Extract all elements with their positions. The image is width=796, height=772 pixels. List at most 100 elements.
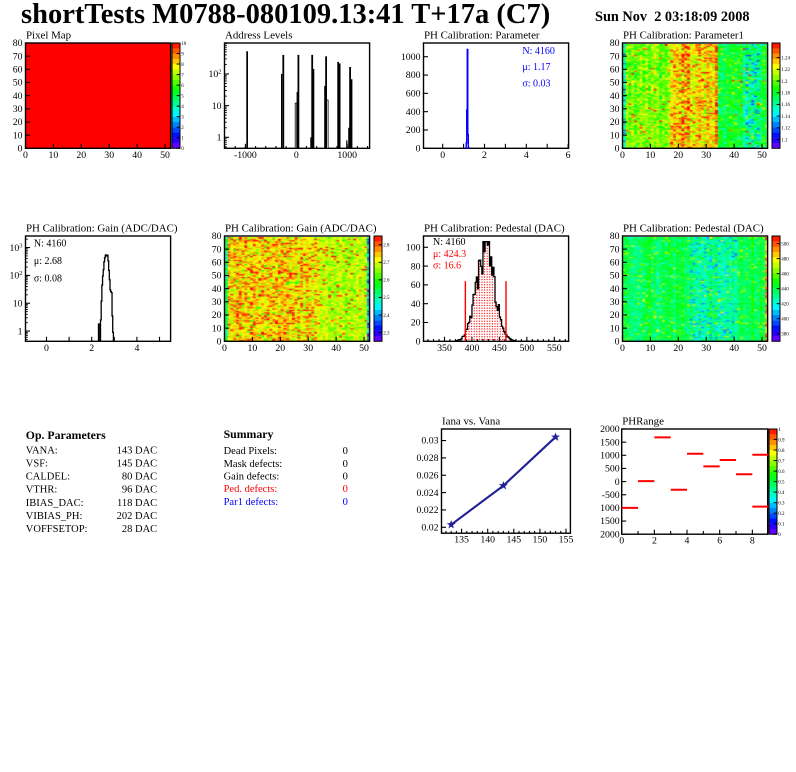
svg-text:Op. Parameters: Op. Parameters [26, 428, 106, 442]
svg-text:200: 200 [406, 125, 421, 136]
svg-text:0.4: 0.4 [778, 491, 785, 496]
svg-text:0.9: 0.9 [778, 438, 785, 443]
svg-text:2.5: 2.5 [383, 296, 390, 301]
svg-text:10: 10 [181, 42, 187, 47]
svg-text:60: 60 [212, 258, 222, 269]
svg-text:VSF:: VSF: [26, 459, 48, 470]
svg-text:2.6: 2.6 [383, 279, 390, 284]
svg-text:8: 8 [750, 536, 755, 547]
svg-text:0.7: 0.7 [778, 459, 785, 464]
svg-text:0: 0 [615, 477, 620, 488]
svg-text:VIBIAS_PH:: VIBIAS_PH: [26, 511, 83, 522]
svg-text:N: 4160: N: 4160 [433, 237, 466, 248]
svg-text:Summary: Summary [224, 427, 274, 441]
svg-text:4: 4 [134, 343, 139, 354]
svg-text:70: 70 [610, 51, 620, 62]
svg-text:100: 100 [406, 243, 421, 254]
svg-text:0.5: 0.5 [778, 480, 785, 485]
svg-text:40: 40 [331, 343, 341, 354]
svg-text:40: 40 [411, 299, 421, 310]
svg-text:145 DAC: 145 DAC [117, 459, 158, 470]
svg-text:50: 50 [212, 271, 222, 282]
svg-text:0: 0 [23, 150, 28, 161]
svg-text:1.1: 1.1 [781, 138, 788, 143]
svg-text:10: 10 [212, 101, 222, 112]
svg-text:4: 4 [685, 536, 690, 547]
svg-text:40: 40 [610, 91, 620, 102]
svg-text:Pixel Map: Pixel Map [26, 29, 72, 41]
svg-text:0.1: 0.1 [778, 523, 785, 528]
svg-text:0: 0 [343, 497, 348, 508]
svg-text:380: 380 [781, 333, 789, 338]
svg-text:1.2: 1.2 [781, 80, 788, 85]
svg-text:500: 500 [781, 242, 789, 247]
svg-text:0: 0 [18, 144, 23, 155]
svg-text:0: 0 [343, 459, 348, 470]
svg-text:6: 6 [181, 84, 184, 89]
svg-text:202 DAC: 202 DAC [117, 511, 158, 522]
svg-text:20: 20 [275, 343, 285, 354]
svg-text:Gain defects:: Gain defects: [224, 472, 280, 483]
svg-text:10: 10 [646, 343, 656, 354]
svg-text:1000: 1000 [600, 451, 620, 462]
svg-text:10: 10 [13, 130, 23, 141]
svg-text:96 DAC: 96 DAC [122, 485, 157, 496]
svg-text:PH Calibration: Gain (ADC/DAC): PH Calibration: Gain (ADC/DAC) [26, 222, 178, 234]
svg-text:400: 400 [406, 107, 421, 118]
svg-text:30: 30 [13, 104, 23, 115]
svg-text:40: 40 [729, 150, 739, 161]
svg-text:IBIAS_DAC:: IBIAS_DAC: [26, 498, 84, 509]
svg-text:μ: 424.3: μ: 424.3 [433, 249, 466, 260]
svg-text:350: 350 [437, 343, 452, 354]
svg-text:50: 50 [359, 343, 369, 354]
svg-text:4: 4 [524, 150, 529, 161]
svg-text:0.8: 0.8 [778, 449, 785, 454]
svg-text:1.12: 1.12 [781, 127, 790, 132]
svg-text:1: 1 [217, 133, 222, 144]
svg-text:500: 500 [519, 343, 534, 354]
svg-text:60: 60 [610, 258, 620, 269]
svg-text:1: 1 [18, 326, 23, 337]
svg-text:2.7: 2.7 [383, 261, 390, 266]
svg-text:80 DAC: 80 DAC [122, 472, 157, 483]
svg-text:30: 30 [104, 150, 114, 161]
svg-text:0.6: 0.6 [778, 470, 785, 475]
svg-text:2: 2 [181, 126, 184, 131]
svg-text:155: 155 [559, 535, 574, 546]
svg-text:5: 5 [181, 95, 184, 100]
svg-text:0: 0 [181, 147, 184, 152]
svg-text:Iana vs. Vana: Iana vs. Vana [442, 415, 500, 427]
svg-text:-500: -500 [602, 490, 620, 501]
svg-text:50: 50 [610, 78, 620, 89]
svg-text:60: 60 [13, 65, 23, 76]
svg-text:480: 480 [781, 257, 789, 262]
svg-text:50: 50 [160, 150, 170, 161]
svg-text:1000: 1000 [401, 52, 421, 63]
svg-text:2000: 2000 [600, 424, 620, 435]
svg-text:1.16: 1.16 [781, 103, 790, 108]
svg-text:PH Calibration: Pedestal (DAC): PH Calibration: Pedestal (DAC) [623, 222, 764, 234]
svg-text:40: 40 [13, 91, 23, 102]
svg-text:0: 0 [343, 484, 348, 495]
svg-text:1.18: 1.18 [781, 92, 790, 97]
svg-text:N: 4160: N: 4160 [522, 46, 555, 57]
svg-text:10: 10 [610, 323, 620, 334]
svg-text:0: 0 [294, 150, 299, 161]
svg-text:CALDEL:: CALDEL: [26, 472, 70, 483]
svg-text:50: 50 [757, 343, 767, 354]
svg-text:2: 2 [652, 536, 657, 547]
svg-text:PHRange: PHRange [622, 415, 664, 427]
svg-text:Par1 defects:: Par1 defects: [224, 497, 279, 508]
svg-text:σ: 0.03: σ: 0.03 [522, 79, 550, 90]
svg-text:-1000: -1000 [234, 150, 257, 161]
svg-text:60: 60 [610, 65, 620, 76]
svg-text:0.028: 0.028 [416, 453, 438, 464]
svg-text:0: 0 [416, 337, 421, 348]
svg-text:550: 550 [547, 343, 562, 354]
svg-text:N: 4160: N: 4160 [34, 238, 67, 249]
svg-text:1000: 1000 [600, 503, 620, 514]
svg-text:460: 460 [781, 272, 789, 277]
svg-text:102: 102 [208, 69, 221, 81]
svg-text:80: 80 [610, 231, 620, 242]
svg-text:145: 145 [506, 535, 521, 546]
